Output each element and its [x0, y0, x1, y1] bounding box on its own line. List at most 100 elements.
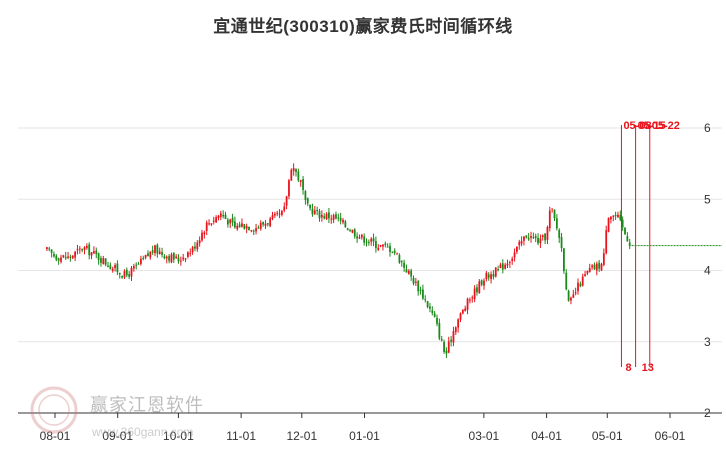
candle-body: [400, 261, 403, 263]
candle-body: [328, 212, 330, 219]
candle-body: [271, 215, 274, 219]
candle-body: [445, 350, 448, 354]
candle-body: [132, 266, 135, 269]
candle-body: [619, 215, 622, 220]
candle-body: [71, 255, 74, 259]
watermark-url: www.360gann.com: [92, 425, 194, 439]
candle-body: [398, 254, 401, 263]
candle-body: [64, 256, 67, 259]
x-tick-label: 08-01: [40, 429, 71, 443]
candle-body: [104, 258, 107, 265]
candle-body: [379, 245, 382, 247]
candle-body: [311, 208, 314, 215]
candle-body: [436, 317, 438, 324]
candle-body: [217, 215, 220, 219]
candle-body: [114, 265, 116, 269]
candle-body: [123, 271, 126, 278]
candle-body: [299, 180, 302, 182]
x-tick-label: 01-01: [349, 429, 380, 443]
candle-body: [241, 223, 243, 227]
candle-body: [248, 226, 250, 231]
candle-body: [508, 262, 511, 264]
candle-body: [318, 211, 321, 219]
candle-body: [480, 280, 483, 285]
candle-body: [551, 208, 554, 210]
candle-body: [163, 256, 166, 259]
candle-body: [492, 274, 495, 277]
candle-body: [191, 246, 194, 253]
candle-body: [410, 270, 413, 277]
candle-body: [292, 168, 295, 172]
candle-body: [424, 299, 427, 301]
candle-body: [429, 306, 431, 309]
candle-body: [276, 212, 279, 214]
candle-body: [607, 217, 610, 232]
candle-body: [598, 262, 601, 269]
candle-body: [516, 246, 518, 252]
candle-body: [231, 217, 234, 223]
candle-body: [499, 264, 502, 269]
candle-body: [198, 240, 201, 244]
candle-body: [243, 224, 246, 229]
candle-body: [581, 276, 584, 286]
candle-body: [90, 252, 93, 256]
candle-body: [93, 251, 95, 254]
candle-body: [363, 236, 366, 243]
candle-body: [560, 237, 563, 249]
candle-body: [450, 339, 453, 342]
candle-body: [553, 209, 556, 219]
candle-body: [588, 268, 591, 272]
x-tick-label: 05-01: [592, 429, 623, 443]
candle-body: [548, 210, 551, 229]
candle-body: [309, 205, 312, 209]
x-tick-label: 11-01: [226, 429, 256, 443]
candle-body: [440, 338, 443, 341]
candle-body: [107, 265, 109, 267]
candle-body: [584, 274, 586, 277]
candle-body: [586, 270, 589, 274]
candle-body: [579, 283, 582, 287]
candle-body: [534, 236, 537, 239]
candle-body: [95, 250, 98, 255]
y-tick-label: 4: [704, 264, 711, 278]
candle-body: [339, 217, 342, 221]
candle-body: [55, 255, 58, 260]
candle-body: [447, 341, 450, 353]
candle-body: [610, 216, 612, 220]
candle-body: [426, 301, 429, 308]
grid-layer: [18, 127, 722, 414]
candle-body: [501, 263, 504, 270]
candle-body: [203, 232, 206, 235]
candle-body: [48, 248, 51, 250]
candle-body: [476, 287, 478, 293]
candle-body: [273, 213, 276, 216]
candle-body: [281, 211, 283, 215]
candle-body: [323, 216, 326, 219]
candle-body: [205, 222, 208, 231]
candle-body: [269, 218, 272, 227]
candle-body: [358, 237, 361, 239]
candle-body: [46, 247, 48, 250]
candle-body: [614, 215, 617, 217]
candle-body: [389, 245, 391, 252]
candle-body: [555, 218, 558, 229]
candle-body: [81, 249, 84, 251]
time-cycle-date-label: 05-08: [623, 120, 651, 132]
candle-body: [483, 280, 485, 286]
candle-body: [142, 257, 145, 259]
candle-body: [504, 264, 507, 269]
candle-body: [137, 263, 140, 265]
candle-body: [109, 265, 112, 270]
time-cycle-date-label: 05-22: [652, 120, 680, 132]
candle-body: [595, 263, 598, 271]
chart-title: 宜通世纪(300310)赢家费氏时间循环线: [213, 17, 513, 36]
candle-body: [612, 215, 615, 217]
candle-body: [144, 254, 147, 258]
candle-body: [161, 251, 163, 255]
candle-body: [313, 210, 316, 214]
candle-body: [494, 267, 497, 277]
candle-body: [626, 236, 629, 242]
candle-body: [337, 217, 340, 219]
candle-body: [452, 331, 455, 343]
